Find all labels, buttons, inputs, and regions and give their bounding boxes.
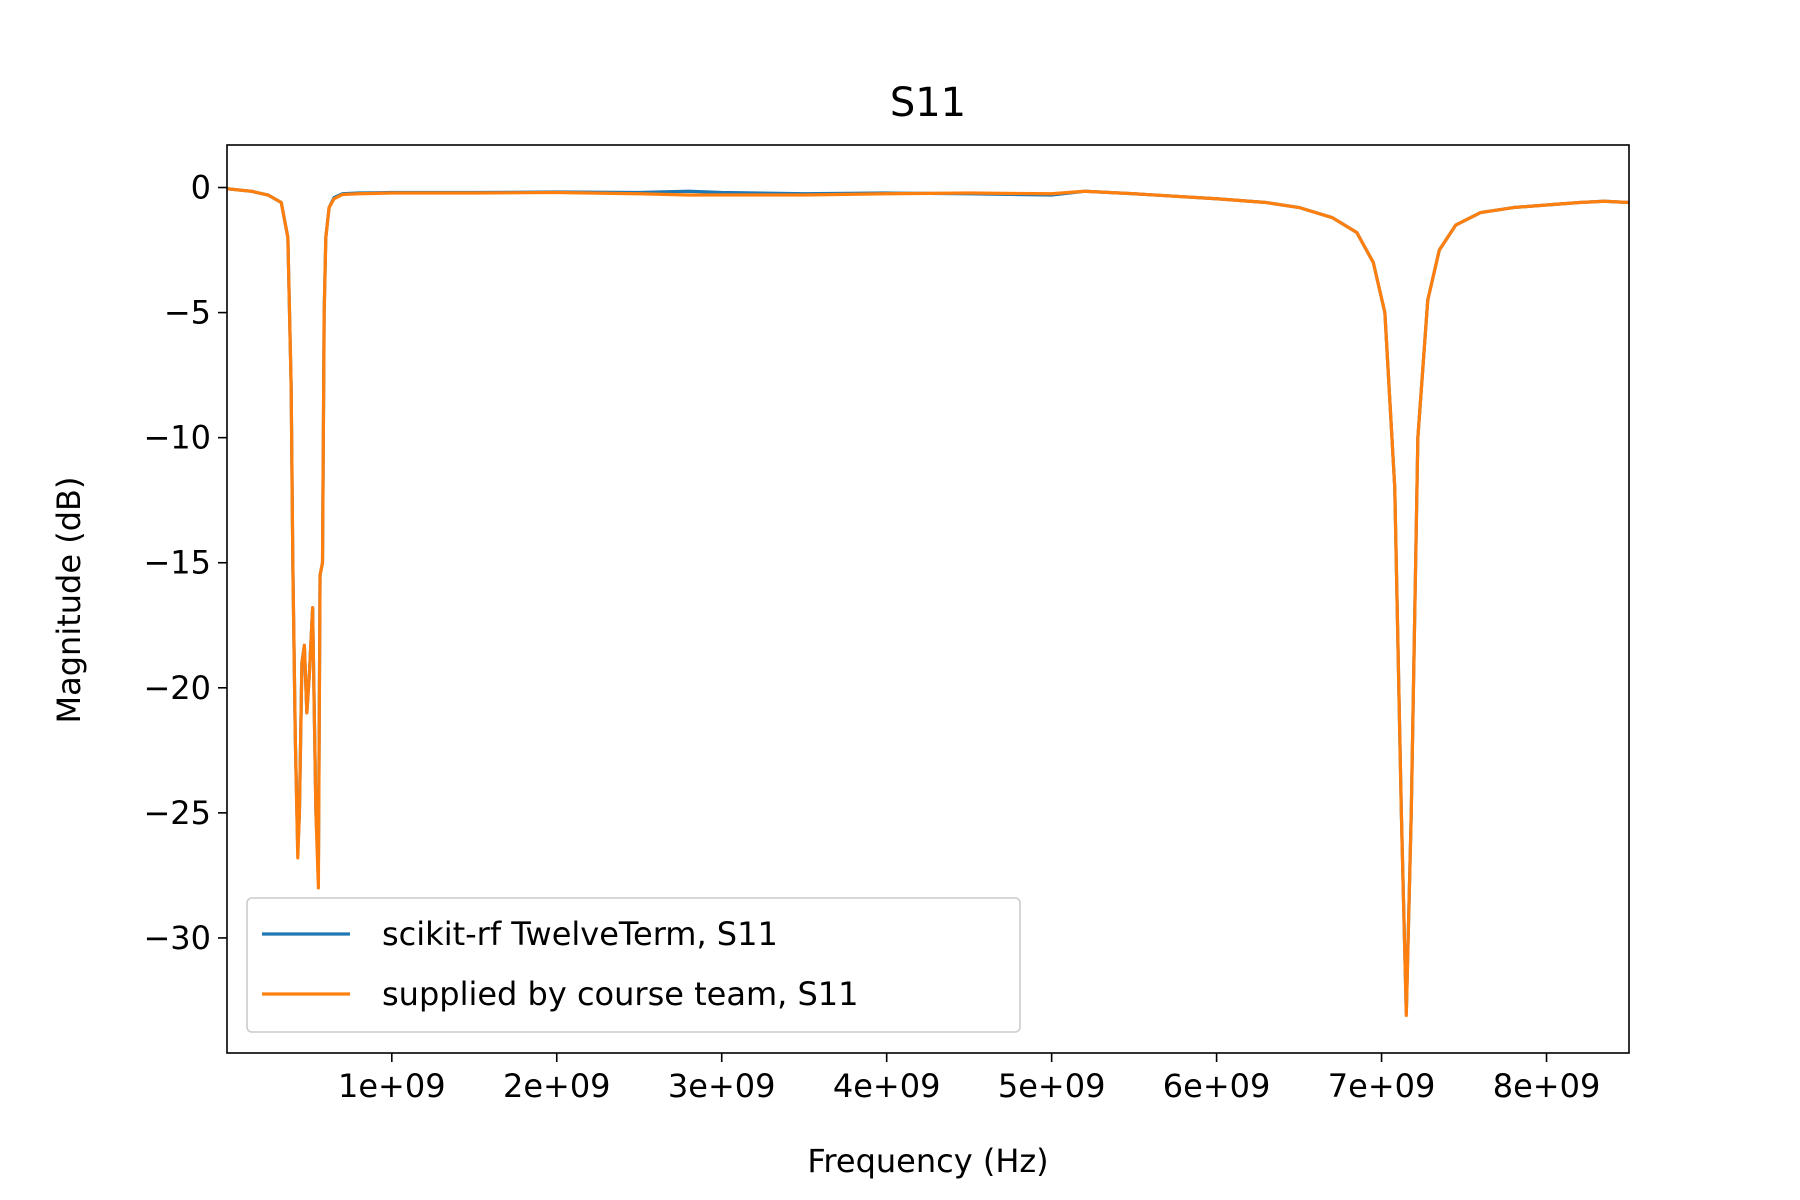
y-tick-label: 0 xyxy=(191,169,211,207)
legend-label-1: scikit-rf TwelveTerm, S11 xyxy=(382,915,778,953)
y-tick-label: −5 xyxy=(164,294,211,332)
x-tick-label: 5e+09 xyxy=(998,1067,1106,1105)
x-tick-label: 1e+09 xyxy=(338,1067,446,1105)
x-tick-label: 6e+09 xyxy=(1163,1067,1271,1105)
y-tick-label: −20 xyxy=(143,669,211,707)
chart-title: S11 xyxy=(890,80,966,126)
axes-frame xyxy=(226,144,1630,1054)
y-tick-label: −25 xyxy=(143,794,211,832)
y-tick-label: −15 xyxy=(143,544,211,582)
legend: scikit-rf TwelveTerm, S11 supplied by cou… xyxy=(246,897,1021,1033)
x-tick-label: 2e+09 xyxy=(503,1067,611,1105)
x-tick-label: 8e+09 xyxy=(1493,1067,1601,1105)
axis-ticks: 1e+09 2e+09 3e+09 4e+09 5e+09 6e+09 7e+09 8e+09… xyxy=(143,169,1600,1105)
legend-box xyxy=(246,897,1021,1033)
legend-label-2: supplied by course team, S11 xyxy=(382,975,858,1013)
x-axis-label: Frequency (Hz) xyxy=(807,1142,1048,1180)
x-tick-label: 4e+09 xyxy=(833,1067,941,1105)
y-axis-label: Magnitude (dB) xyxy=(50,477,88,724)
y-tick-label: −10 xyxy=(143,419,211,457)
y-tick-label: −30 xyxy=(143,919,211,957)
series-line-2 xyxy=(227,187,1629,1018)
plot-area xyxy=(227,187,1629,1018)
x-tick-label: 7e+09 xyxy=(1328,1067,1436,1105)
x-tick-label: 3e+09 xyxy=(668,1067,776,1105)
